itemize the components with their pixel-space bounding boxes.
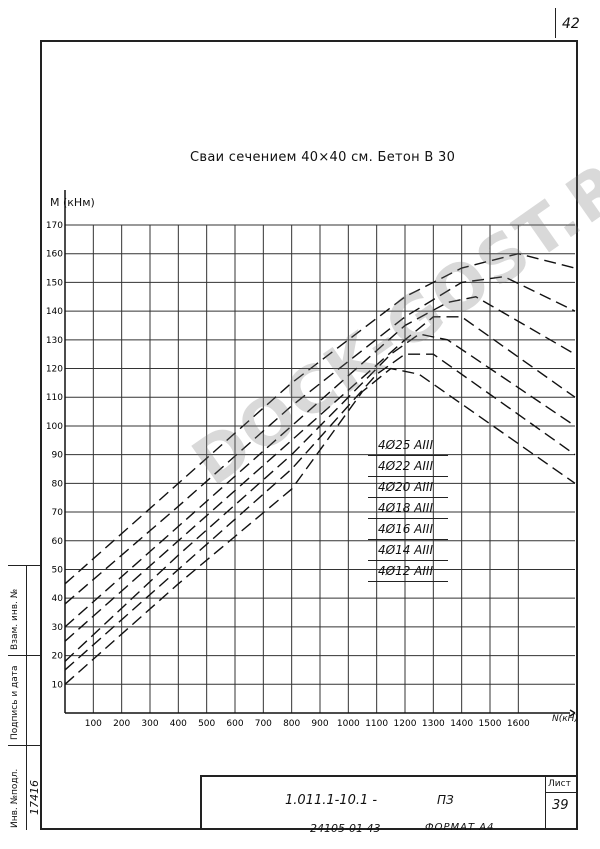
x-tick-label: 600 [226, 719, 243, 729]
y-tick-label: 50 [52, 565, 64, 575]
chart-grid [65, 224, 575, 713]
x-tick-label: 500 [198, 719, 215, 729]
series-line [64, 316, 576, 642]
x-tick-label: 1300 [422, 719, 445, 729]
legend-entry: 4Ø16 АIII [368, 519, 448, 540]
side-block-row [8, 745, 40, 746]
y-tick-label: 70 [52, 508, 64, 518]
side-label-inv: Инв. №подл. [10, 768, 20, 828]
x-axis-label: N(кН) [552, 714, 578, 724]
sheet-number: 42 [562, 16, 580, 32]
sheet-value: 39 [552, 798, 569, 813]
stamp-sheet-row [545, 792, 578, 793]
x-tick-label: 700 [255, 719, 272, 729]
x-tick-label: 1500 [479, 719, 502, 729]
y-tick-label: 80 [52, 479, 64, 489]
legend-entry: 4Ø20 АIII [368, 477, 448, 498]
document-code: 1.011.1-10.1 - [285, 793, 378, 808]
x-axis-arrow [569, 712, 576, 717]
chart-ticks: 100 200 300 400 500 600 700 800 900 1000 1100 1200 1… [46, 221, 530, 729]
side-block-divider [26, 565, 27, 830]
series-line [64, 333, 576, 662]
y-tick-label: 170 [46, 221, 63, 231]
x-tick-label: 200 [113, 719, 130, 729]
side-label-podpis: Подпись и дата [10, 665, 20, 740]
series-line [64, 367, 576, 685]
legend-entry: 4Ø25 АIII [368, 435, 448, 456]
x-tick-label: 1400 [450, 719, 473, 729]
series-line [64, 296, 576, 628]
y-tick-label: 60 [52, 537, 64, 547]
chart-series [64, 252, 576, 685]
chart-axes [64, 190, 576, 717]
series-line [64, 275, 576, 605]
x-tick-label: 400 [170, 719, 187, 729]
chart-legend: 4Ø25 АIII 4Ø22 АIII 4Ø20 АIII 4Ø18 АIII … [368, 435, 448, 582]
stamp-border-left [200, 775, 202, 830]
y-axis-label: M (кНм) [50, 196, 95, 209]
paper-format: ФОРМАТ А4 [425, 822, 495, 833]
y-tick-label: 120 [46, 365, 63, 375]
y-tick-label: 30 [52, 623, 64, 633]
x-axis-arrow [569, 709, 576, 714]
series-line [64, 252, 576, 585]
y-tick-label: 160 [46, 250, 63, 260]
y-tick-label: 90 [52, 451, 64, 461]
document-section: ПЗ [437, 793, 454, 807]
y-tick-label: 40 [52, 594, 64, 604]
y-tick-label: 10 [52, 680, 64, 690]
y-tick-label: 100 [46, 422, 63, 432]
stamp-sheet-divider [545, 775, 546, 830]
y-tick-label: 20 [52, 652, 64, 662]
side-label-vzam: Взам. инв. № [10, 588, 20, 650]
x-tick-label: 300 [141, 719, 158, 729]
legend-entry: 4Ø12 АIII [368, 561, 448, 582]
legend-entry: 4Ø14 АIII [368, 540, 448, 561]
x-tick-label: 1000 [337, 719, 360, 729]
drawing-frame [40, 40, 578, 830]
x-tick-label: 1200 [394, 719, 417, 729]
x-tick-label: 1600 [507, 719, 530, 729]
y-tick-label: 110 [46, 393, 63, 403]
side-block-row [8, 655, 40, 656]
stamp-border-top [200, 775, 578, 777]
side-block [8, 565, 41, 830]
y-tick-label: 150 [46, 278, 63, 288]
bottom-code: 24105-01 43 [310, 822, 381, 835]
y-tick-label: 130 [46, 336, 63, 346]
chart-title: Сваи сечением 40×40 см. Бетон В 30 [190, 150, 456, 165]
sheet-number-divider [555, 8, 556, 38]
legend-entry: 4Ø18 АIII [368, 498, 448, 519]
sheet-label: Лист [548, 779, 571, 789]
series-line [64, 353, 576, 671]
side-block-row [8, 565, 40, 566]
x-tick-label: 900 [311, 719, 328, 729]
x-tick-label: 1100 [365, 719, 388, 729]
legend-entry: 4Ø22 АIII [368, 456, 448, 477]
x-tick-label: 100 [85, 719, 102, 729]
side-inv-number: 17416 [28, 780, 41, 815]
y-tick-label: 140 [46, 307, 63, 317]
x-tick-label: 800 [283, 719, 300, 729]
